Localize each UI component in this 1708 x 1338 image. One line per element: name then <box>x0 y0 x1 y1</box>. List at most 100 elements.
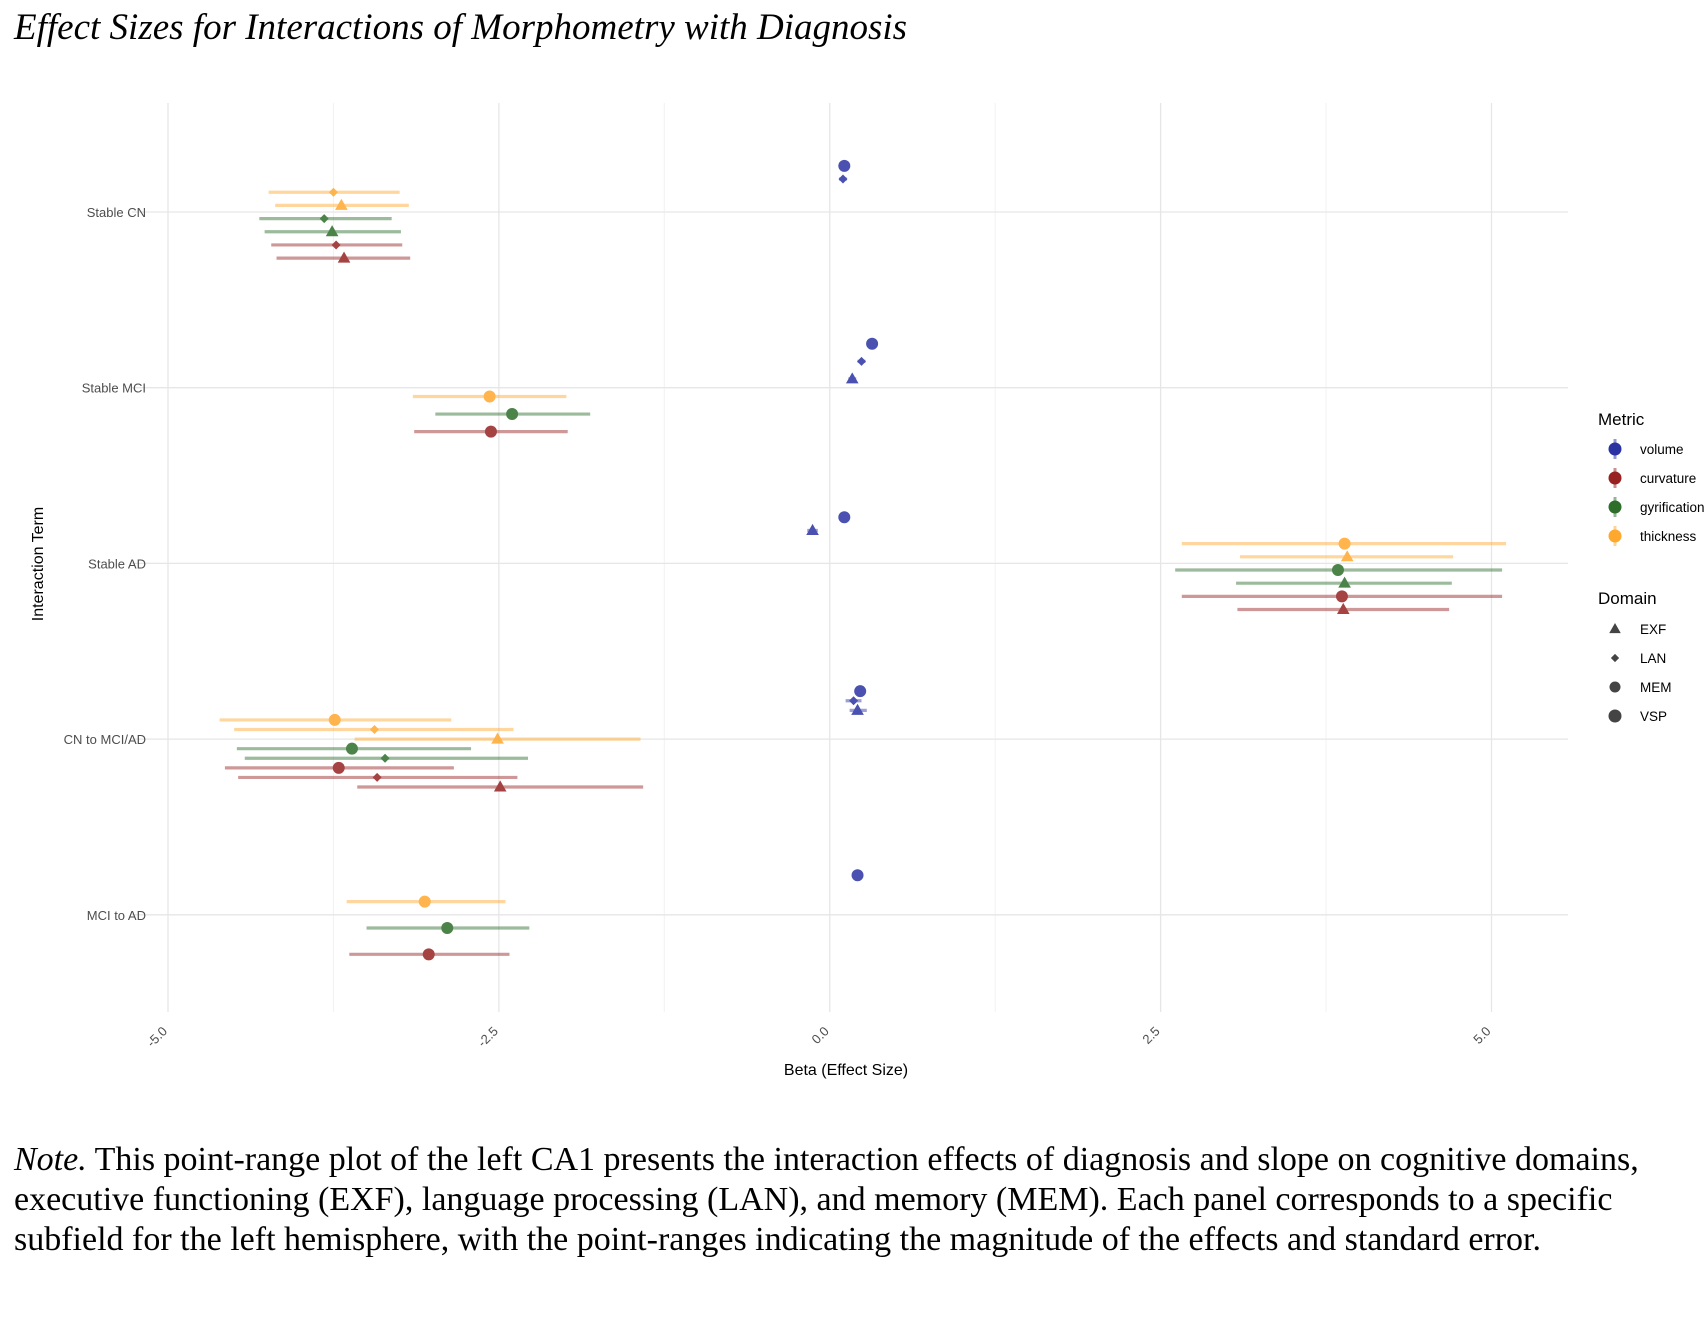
pointrange-curvature-MEM <box>1181 590 1503 603</box>
pointrange-thickness-MEM <box>346 895 506 908</box>
diamond-marker <box>380 753 390 763</box>
circle-marker <box>866 337 879 350</box>
pointrange-curvature-LAN <box>238 772 518 782</box>
circle-marker <box>1609 681 1621 693</box>
circle-marker <box>506 408 519 421</box>
diamond-marker <box>1610 653 1620 663</box>
domain-legend-title: Domain <box>1598 589 1657 608</box>
pointrange-volume-LAN <box>845 696 862 706</box>
pointrange-thickness-MEM <box>219 713 452 726</box>
pointrange-volume-MEM <box>854 685 867 698</box>
pointrange-gyrification-MEM <box>1175 563 1503 576</box>
legend-label: MEM <box>1640 680 1672 695</box>
pointrange-volume-MEM <box>866 337 879 350</box>
legend-circle-key <box>1608 471 1622 485</box>
diamond-marker <box>328 187 338 197</box>
y-tick-label: Stable MCI <box>82 381 146 396</box>
pointrange-gyrification-MEM <box>236 742 472 755</box>
legend-item-MEM: MEM <box>1609 680 1672 695</box>
circle-marker <box>1335 590 1348 603</box>
circle-marker <box>484 425 497 438</box>
pointrange-volume-MEM <box>851 869 864 882</box>
pointrange-curvature-MEM <box>414 425 568 438</box>
note-text: This point-range plot of the left CA1 pr… <box>14 1141 1639 1258</box>
legend-circle-key <box>1608 500 1622 514</box>
pointrange-thickness-MEM <box>1181 537 1507 550</box>
legend-item-LAN: LAN <box>1610 651 1666 666</box>
legend-item-EXF: EXF <box>1609 622 1666 637</box>
pointrange-curvature-LAN <box>271 240 403 250</box>
y-tick-label: MCI to AD <box>87 908 146 923</box>
triangle-marker <box>845 372 859 384</box>
circle-marker <box>441 921 454 934</box>
pointrange-gyrification-MEM <box>435 408 591 421</box>
y-axis-title: Interaction Term <box>30 507 47 621</box>
y-tick-label: Stable CN <box>87 205 146 220</box>
circle-marker <box>854 685 867 698</box>
legend-circle-key <box>1608 442 1622 456</box>
pointrange-curvature-MEM <box>349 948 510 961</box>
circle-marker <box>328 713 341 726</box>
triangle-marker <box>1336 602 1350 615</box>
y-tick-label: Stable AD <box>88 556 146 571</box>
x-tick-label: 2.5 <box>1139 1024 1162 1047</box>
x-tick-label: 5.0 <box>1470 1024 1493 1047</box>
pointrange-curvature-EXF <box>357 780 644 792</box>
circle-marker <box>1331 563 1344 576</box>
pointrange-volume-MEM <box>838 511 851 524</box>
legend-item-volume: volume <box>1608 439 1684 459</box>
diamond-marker <box>849 696 859 706</box>
pointrange-gyrification-EXF <box>264 225 401 237</box>
figure-note: Note. This point-range plot of the left … <box>14 1140 1704 1260</box>
circle-marker <box>838 511 851 524</box>
pointrange-thickness-EXF <box>275 198 409 210</box>
pointrange-curvature-EXF <box>276 251 411 263</box>
diamond-marker <box>838 174 848 184</box>
grid <box>132 103 1568 1012</box>
pointrange-thickness-EXF <box>1240 550 1454 562</box>
legend-item-VSP: VSP <box>1608 709 1667 724</box>
legend-label: gyrification <box>1640 500 1705 515</box>
circle-marker <box>422 948 435 961</box>
triangle-marker <box>1338 576 1351 588</box>
pointrange-thickness-MEM <box>412 390 567 403</box>
pointrange-curvature-MEM <box>224 761 454 774</box>
pointrange-volume-LAN <box>838 174 848 184</box>
x-tick-label: -2.5 <box>475 1024 501 1050</box>
pointrange-gyrification-EXF <box>1236 576 1452 588</box>
diamond-marker <box>331 240 341 250</box>
legend: Metric volume curvature gyrification thickne… <box>1598 410 1705 724</box>
data-marks <box>219 159 1507 961</box>
pointrange-thickness-LAN <box>234 725 514 735</box>
diamond-marker <box>857 356 867 366</box>
diamond-marker <box>372 772 382 782</box>
legend-circle-key <box>1608 529 1622 543</box>
triangle-marker <box>806 523 819 535</box>
circle-marker <box>1338 537 1351 550</box>
triangle-marker <box>325 225 339 237</box>
legend-label: EXF <box>1640 622 1666 637</box>
pointrange-gyrification-LAN <box>259 214 392 224</box>
pointrange-thickness-EXF <box>354 732 641 744</box>
pointrange-volume-EXF <box>849 703 867 715</box>
diamond-marker <box>369 725 379 735</box>
pointrange-volume-LAN <box>857 356 867 366</box>
pointrange-volume-EXF <box>806 523 819 535</box>
triangle-marker <box>491 732 504 744</box>
note-label: Note. <box>14 1141 87 1178</box>
x-tick-label: 0.0 <box>808 1024 831 1047</box>
legend-item-curvature: curvature <box>1608 468 1696 488</box>
pointrange-gyrification-LAN <box>244 753 528 763</box>
legend-item-thickness: thickness <box>1608 526 1697 546</box>
figure-title: Effect Sizes for Interactions of Morphom… <box>14 7 908 48</box>
circle-marker <box>483 390 496 403</box>
circle-marker <box>418 895 431 908</box>
pointrange-curvature-EXF <box>1237 602 1450 615</box>
legend-label: curvature <box>1640 471 1696 486</box>
y-tick-label: CN to MCI/AD <box>64 732 146 747</box>
x-axis-title: Beta (Effect Size) <box>784 1062 908 1079</box>
circle-marker <box>332 761 345 774</box>
triangle-marker <box>335 198 348 210</box>
pointrange-volume-MEM <box>838 159 851 172</box>
legend-item-gyrification: gyrification <box>1608 497 1705 517</box>
